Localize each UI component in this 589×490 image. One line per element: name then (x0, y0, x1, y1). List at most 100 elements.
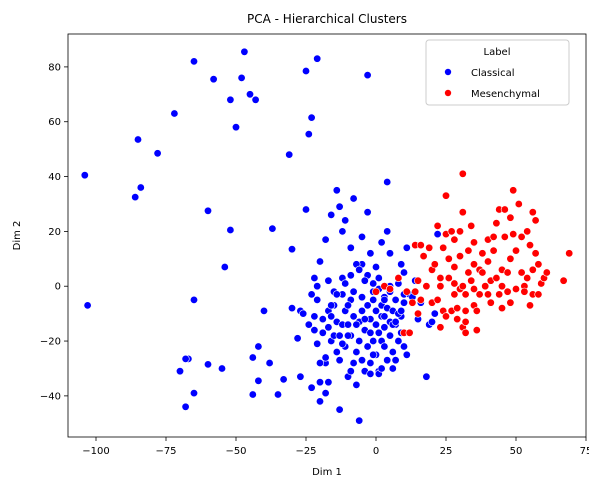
point-classical (430, 309, 439, 318)
point-mesenchymal (517, 268, 526, 277)
point-classical (218, 364, 227, 373)
point-classical (377, 238, 386, 247)
point-classical (380, 312, 389, 321)
x-tick-label: −50 (225, 446, 246, 457)
point-classical (380, 295, 389, 304)
point-mesenchymal (534, 290, 543, 299)
point-mesenchymal (469, 238, 478, 247)
point-classical (383, 227, 392, 236)
point-classical (397, 306, 406, 315)
point-classical (371, 306, 380, 315)
point-classical (313, 54, 322, 63)
point-mesenchymal (416, 241, 425, 250)
point-classical (287, 304, 296, 313)
point-classical (327, 312, 336, 321)
point-classical (170, 109, 179, 118)
point-mesenchymal (450, 279, 459, 288)
point-classical (399, 268, 408, 277)
point-classical (377, 364, 386, 373)
point-classical (346, 367, 355, 376)
point-mesenchymal (542, 268, 551, 277)
point-classical (388, 364, 397, 373)
point-classical (399, 298, 408, 307)
point-mesenchymal (430, 260, 439, 269)
legend-title: Label (484, 47, 511, 58)
point-classical (259, 306, 268, 315)
point-classical (369, 279, 378, 288)
point-classical (380, 323, 389, 332)
point-classical (313, 339, 322, 348)
x-tick-label: −100 (82, 446, 109, 457)
point-classical (349, 287, 358, 296)
point-mesenchymal (509, 186, 518, 195)
y-tick-label: 20 (48, 227, 61, 238)
legend-box (425, 39, 570, 106)
point-mesenchymal (453, 315, 462, 324)
point-classical (321, 353, 330, 362)
point-mesenchymal (436, 323, 445, 332)
point-mesenchymal (525, 301, 534, 310)
point-mesenchymal (531, 249, 540, 258)
point-classical (349, 358, 358, 367)
point-mesenchymal (467, 276, 476, 285)
point-mesenchymal (461, 290, 470, 299)
point-classical (369, 350, 378, 359)
point-classical (246, 90, 255, 99)
point-classical (391, 356, 400, 365)
point-mesenchymal (458, 208, 467, 217)
point-mesenchymal (514, 200, 523, 209)
point-mesenchymal (523, 227, 532, 236)
point-classical (374, 273, 383, 282)
point-classical (363, 71, 372, 80)
point-classical (355, 265, 364, 274)
point-classical (352, 320, 361, 329)
point-classical (315, 397, 324, 406)
point-mesenchymal (531, 216, 540, 225)
point-classical (402, 350, 411, 359)
point-classical (313, 282, 322, 291)
point-classical (327, 210, 336, 219)
point-mesenchymal (497, 282, 506, 291)
y-tick-label: 40 (48, 172, 61, 183)
point-classical (285, 150, 294, 159)
point-classical (153, 149, 162, 158)
point-classical (427, 317, 436, 326)
point-mesenchymal (506, 298, 515, 307)
point-classical (315, 257, 324, 266)
point-mesenchymal (469, 260, 478, 269)
point-classical (307, 290, 316, 299)
point-classical (335, 331, 344, 340)
point-classical (366, 358, 375, 367)
point-mesenchymal (467, 221, 476, 230)
point-classical (391, 295, 400, 304)
point-classical (352, 380, 361, 389)
point-mesenchymal (475, 290, 484, 299)
point-classical (349, 194, 358, 203)
point-classical (394, 336, 403, 345)
legend-marker-classical (444, 68, 452, 76)
point-classical (268, 224, 277, 233)
point-classical (181, 354, 190, 363)
points-layer (80, 47, 574, 425)
point-classical (402, 243, 411, 252)
point-mesenchymal (525, 241, 534, 250)
point-classical (397, 260, 406, 269)
point-classical (366, 369, 375, 378)
point-mesenchymal (472, 306, 481, 315)
point-classical (363, 208, 372, 217)
y-tick-label: 0 (55, 282, 61, 293)
x-tick-label: 75 (580, 446, 589, 457)
point-classical (293, 334, 302, 343)
point-mesenchymal (433, 295, 442, 304)
point-classical (399, 342, 408, 351)
point-mesenchymal (559, 276, 568, 285)
point-classical (371, 320, 380, 329)
point-classical (383, 178, 392, 187)
point-classical (341, 216, 350, 225)
point-classical (352, 347, 361, 356)
point-classical (307, 113, 316, 122)
point-classical (332, 347, 341, 356)
point-classical (343, 301, 352, 310)
point-classical (332, 186, 341, 195)
point-classical (226, 95, 235, 104)
